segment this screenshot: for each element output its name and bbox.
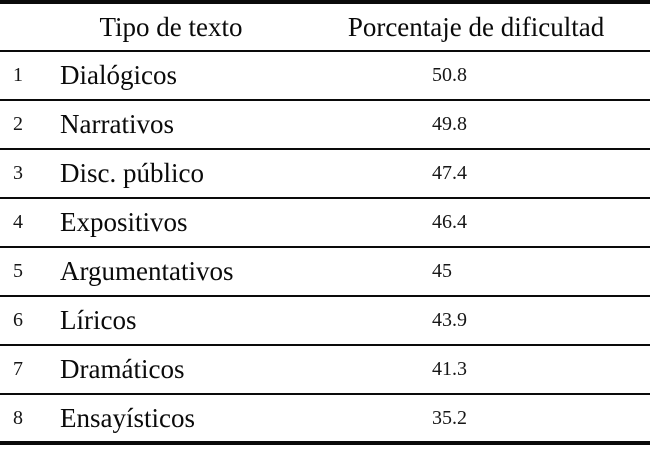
text-type-label: Líricos — [60, 305, 137, 335]
difficulty-value: 45 — [432, 260, 453, 282]
text-type-label: Argumentativos — [60, 256, 234, 286]
text-type-label: Ensayísticos — [60, 402, 195, 433]
text-type-label: Disc. público — [60, 158, 204, 188]
table-row: 3 Disc. público 47.4 — [0, 149, 650, 198]
table-row: 7 Dramáticos 41.3 — [0, 345, 650, 394]
text-type-label: Dialógicos — [60, 60, 177, 90]
row-number: 1 — [13, 64, 23, 86]
text-type-label: Dramáticos — [60, 354, 185, 384]
table-row: 1 Dialógicos 50.8 — [0, 51, 650, 100]
table-row: 5 Argumentativos 45 — [0, 247, 650, 296]
table-row: 6 Líricos 43.9 — [0, 296, 650, 345]
column-header-porcentaje-de-dificultad: Porcentaje de dificultad — [347, 11, 605, 42]
difficulty-value: 47.4 — [432, 162, 468, 184]
difficulty-table: Tipo de texto Porcentaje de dificultad 1… — [0, 0, 650, 445]
row-number: 8 — [13, 406, 23, 429]
text-type-label: Expositivos — [60, 207, 188, 237]
difficulty-value: 46.4 — [432, 211, 468, 233]
column-header-tipo-de-texto: Tipo de texto — [99, 11, 243, 42]
difficulty-value: 41.3 — [432, 358, 468, 380]
table-row: 2 Narrativos 49.8 — [0, 100, 650, 149]
difficulty-value: 35.2 — [432, 406, 468, 429]
row-number: 5 — [13, 260, 23, 282]
table-header: Tipo de texto Porcentaje de dificultad — [0, 2, 650, 51]
row-number: 2 — [13, 113, 23, 135]
difficulty-value: 49.8 — [432, 113, 468, 135]
row-number: 6 — [13, 309, 23, 331]
difficulty-value: 50.8 — [432, 64, 468, 86]
row-number: 4 — [13, 211, 23, 233]
header-row: Tipo de texto Porcentaje de dificultad — [0, 2, 650, 51]
table-row: 8 Ensayísticos 35.2 — [0, 394, 650, 443]
table-body: 1 Dialógicos 50.8 2 Narrativos 49.8 3 Di… — [0, 51, 650, 443]
text-type-label: Narrativos — [60, 109, 174, 139]
row-number: 3 — [13, 162, 23, 184]
table-row: 4 Expositivos 46.4 — [0, 198, 650, 247]
row-number: 7 — [13, 358, 23, 380]
difficulty-value: 43.9 — [432, 309, 468, 331]
